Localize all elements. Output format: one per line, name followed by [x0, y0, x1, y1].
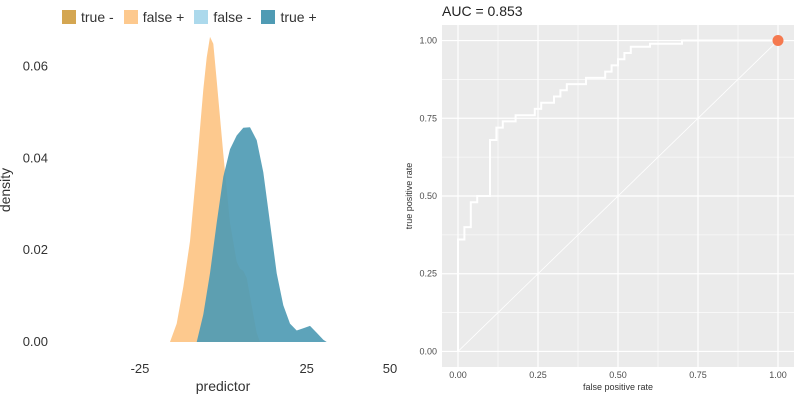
y-axis-title: density	[0, 168, 13, 212]
y-tick-label: 0.50	[419, 191, 437, 201]
x-tick-label: 1.00	[769, 370, 787, 380]
density-area-true-1	[196, 127, 327, 342]
legend-key-false-negative	[194, 10, 209, 24]
x-tick-label: 0.25	[529, 370, 547, 380]
y-tick-label: 0.06	[23, 59, 48, 74]
legend-key-true-negative	[62, 10, 76, 24]
x-tick-label: 50	[383, 361, 397, 376]
y-tick-label: 0.02	[23, 242, 48, 257]
x-axis-title: false positive rate	[583, 382, 653, 392]
x-axis-title: predictor	[196, 378, 251, 394]
legend-key-true-positive	[261, 10, 276, 24]
x-tick-label: 0.00	[449, 370, 467, 380]
roc-curve-line	[457, 39, 778, 352]
legend-item-true-negative: true -	[62, 9, 114, 25]
y-axis-title: true positive rate	[404, 163, 414, 230]
legend-item-false-negative: false -	[194, 9, 251, 25]
y-tick-label: 0.00	[23, 334, 48, 349]
x-tick-label: -25	[131, 361, 150, 376]
x-tick-label: 0.75	[689, 370, 707, 380]
legend-label-false-negative: false -	[213, 9, 252, 25]
legend-item-true-positive: true +	[261, 9, 317, 25]
legend: true - false + false - true +	[62, 6, 317, 28]
y-tick-label: 0.00	[419, 347, 437, 357]
y-tick-label: 0.75	[419, 113, 437, 123]
threshold-point-marker	[772, 35, 784, 47]
legend-label-true-positive: true +	[280, 9, 317, 25]
roc-chart: 0.00 0.25 0.50 0.75 1.00 0.00 0.25 0.50 0.75 1.00…	[404, 25, 794, 392]
legend-label-false-positive: false +	[142, 9, 185, 25]
y-tick-label: 1.00	[419, 36, 437, 46]
y-tick-label: 0.25	[419, 269, 437, 279]
legend-item-false-positive: false +	[123, 9, 185, 25]
density-chart: 0.00 0.02 0.04 0.06 -25 25 50 predictor density	[0, 36, 397, 394]
reference-diagonal-line	[457, 40, 779, 352]
y-tick-label: 0.04	[23, 151, 48, 166]
legend-label-true-negative: true -	[81, 9, 114, 25]
legend-key-false-positive	[123, 10, 138, 24]
x-tick-label: 0.50	[609, 370, 627, 380]
auc-title: AUC = 0.853	[442, 3, 523, 19]
x-tick-label: 25	[299, 361, 313, 376]
